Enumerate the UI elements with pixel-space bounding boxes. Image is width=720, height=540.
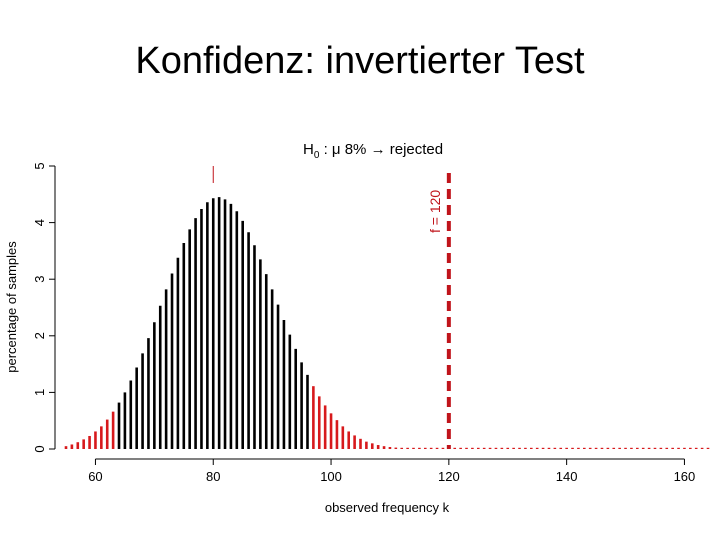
- y-tick-label-2: 2: [32, 332, 47, 339]
- y-ticks-group: 0 1 2 3 4 5: [32, 162, 55, 453]
- x-tick-label-120: 120: [438, 469, 460, 484]
- x-tick-label-60: 60: [88, 469, 102, 484]
- chart-header-prefix: H: [303, 141, 314, 158]
- y-tick-label-4: 4: [32, 219, 47, 226]
- x-tick-label-160: 160: [674, 469, 696, 484]
- chart-header: H0 : μ 8% → rejected: [303, 141, 443, 161]
- y-axis-label: percentage of samples: [4, 241, 19, 373]
- x-ticks-group: 60 80 100 120 140 160: [88, 459, 695, 484]
- y-tick-label-3: 3: [32, 276, 47, 283]
- y-tick-label-5: 5: [32, 162, 47, 169]
- chart-header-rest: : μ 8% → rejected: [319, 141, 443, 158]
- bars-group: [64, 197, 710, 449]
- x-tick-label-140: 140: [556, 469, 578, 484]
- x-tick-label-80: 80: [206, 469, 220, 484]
- y-tick-label-0: 0: [32, 445, 47, 452]
- x-tick-label-100: 100: [320, 469, 342, 484]
- x-axis-label: observed frequency k: [325, 500, 450, 515]
- y-tick-label-1: 1: [32, 389, 47, 396]
- chart-header-subscript: 0: [314, 150, 320, 161]
- reference-line-label: f = 120: [427, 190, 443, 233]
- slide-title: Konfidenz: invertierter Test: [135, 40, 585, 82]
